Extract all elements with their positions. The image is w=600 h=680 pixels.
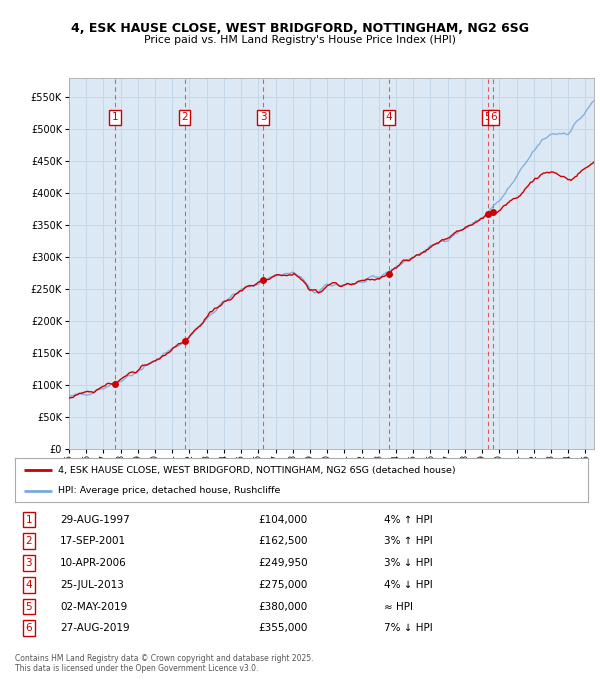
Text: ≈ HPI: ≈ HPI xyxy=(384,602,413,611)
Text: 2: 2 xyxy=(181,112,188,122)
Text: 4, ESK HAUSE CLOSE, WEST BRIDGFORD, NOTTINGHAM, NG2 6SG (detached house): 4, ESK HAUSE CLOSE, WEST BRIDGFORD, NOTT… xyxy=(58,466,455,475)
Text: Contains HM Land Registry data © Crown copyright and database right 2025.
This d: Contains HM Land Registry data © Crown c… xyxy=(15,653,314,673)
Text: 3: 3 xyxy=(260,112,266,122)
Text: £249,950: £249,950 xyxy=(258,558,308,568)
Text: 4: 4 xyxy=(385,112,392,122)
Text: 4% ↑ HPI: 4% ↑ HPI xyxy=(384,515,433,524)
Text: 6: 6 xyxy=(25,624,32,633)
Text: 4, ESK HAUSE CLOSE, WEST BRIDGFORD, NOTTINGHAM, NG2 6SG: 4, ESK HAUSE CLOSE, WEST BRIDGFORD, NOTT… xyxy=(71,22,529,35)
Text: 2: 2 xyxy=(25,537,32,546)
Text: £104,000: £104,000 xyxy=(258,515,307,524)
Text: 4% ↓ HPI: 4% ↓ HPI xyxy=(384,580,433,590)
Text: 6: 6 xyxy=(490,112,497,122)
Text: 7% ↓ HPI: 7% ↓ HPI xyxy=(384,624,433,633)
Text: 25-JUL-2013: 25-JUL-2013 xyxy=(60,580,124,590)
Text: Price paid vs. HM Land Registry's House Price Index (HPI): Price paid vs. HM Land Registry's House … xyxy=(144,35,456,45)
Text: 27-AUG-2019: 27-AUG-2019 xyxy=(60,624,130,633)
Text: £355,000: £355,000 xyxy=(258,624,307,633)
Text: 1: 1 xyxy=(112,112,118,122)
Text: 10-APR-2006: 10-APR-2006 xyxy=(60,558,127,568)
Text: 1: 1 xyxy=(25,515,32,524)
Text: 5: 5 xyxy=(25,602,32,611)
Text: £380,000: £380,000 xyxy=(258,602,307,611)
Text: 5: 5 xyxy=(484,112,491,122)
Text: £275,000: £275,000 xyxy=(258,580,307,590)
Text: 3: 3 xyxy=(25,558,32,568)
Text: 3% ↓ HPI: 3% ↓ HPI xyxy=(384,558,433,568)
Text: 17-SEP-2001: 17-SEP-2001 xyxy=(60,537,126,546)
Text: £162,500: £162,500 xyxy=(258,537,308,546)
Text: 3% ↑ HPI: 3% ↑ HPI xyxy=(384,537,433,546)
Text: 02-MAY-2019: 02-MAY-2019 xyxy=(60,602,127,611)
Text: HPI: Average price, detached house, Rushcliffe: HPI: Average price, detached house, Rush… xyxy=(58,486,280,495)
Text: 4: 4 xyxy=(25,580,32,590)
Text: 29-AUG-1997: 29-AUG-1997 xyxy=(60,515,130,524)
